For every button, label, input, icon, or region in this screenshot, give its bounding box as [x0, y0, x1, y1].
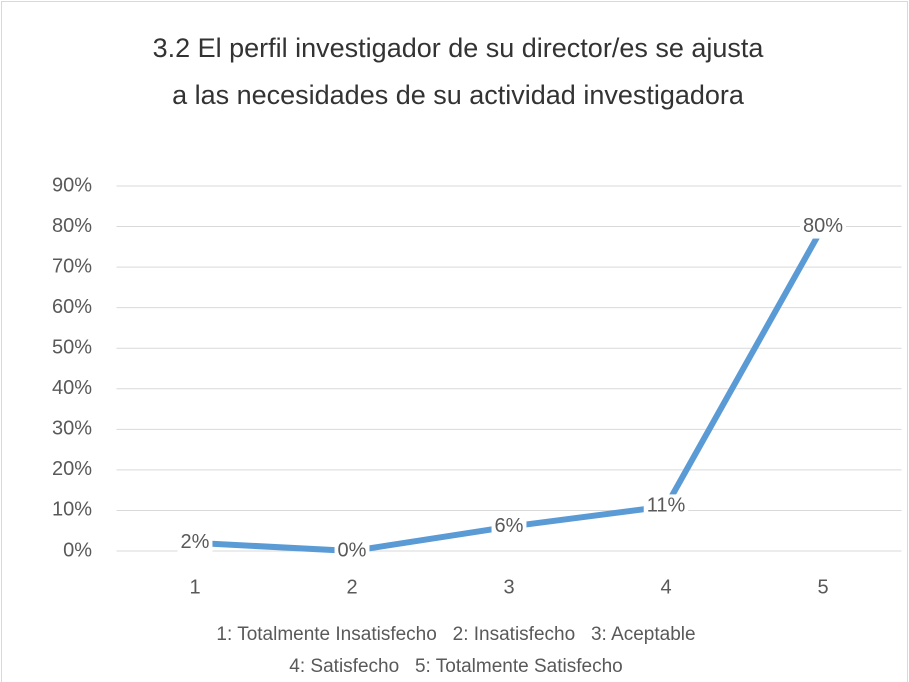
y-tick-label: 30% — [52, 418, 92, 440]
data-label-bg — [177, 530, 213, 555]
data-label: 80% — [803, 215, 843, 237]
data-label: 0% — [338, 539, 367, 561]
y-tick-label: 10% — [52, 499, 92, 521]
x-tick-label: 1 — [189, 576, 200, 598]
data-label-bg — [643, 494, 689, 519]
x-tick-label: 4 — [660, 576, 671, 598]
y-tick-label: 0% — [63, 539, 92, 561]
data-label-bg — [491, 514, 527, 539]
y-tick-label: 90% — [52, 174, 92, 196]
x-tick-label: 5 — [817, 576, 828, 598]
data-label: 6% — [495, 515, 524, 537]
y-tick-label: 50% — [52, 337, 92, 359]
y-tick-label: 80% — [52, 215, 92, 237]
data-label: 2% — [181, 531, 210, 553]
x-axis-label: 1: Totalmente Insatisfecho 2: Insatisfec… — [216, 624, 695, 645]
data-label-bg — [799, 214, 847, 239]
x-tick-label: 3 — [503, 576, 514, 598]
x-tick-label: 2 — [346, 576, 357, 598]
data-label-bg — [334, 539, 370, 563]
y-tick-label: 70% — [52, 255, 92, 277]
y-tick-label: 60% — [52, 296, 92, 318]
chart-title: a las necesidades de su actividad invest… — [172, 80, 745, 110]
data-label: 11% — [647, 495, 686, 517]
x-axis-label: 4: Satisfecho 5: Totalmente Satisfecho — [289, 656, 622, 677]
y-tick-label: 20% — [52, 458, 92, 480]
y-tick-label: 40% — [52, 377, 92, 399]
chart-title: 3.2 El perfil investigador de su directo… — [153, 33, 765, 63]
